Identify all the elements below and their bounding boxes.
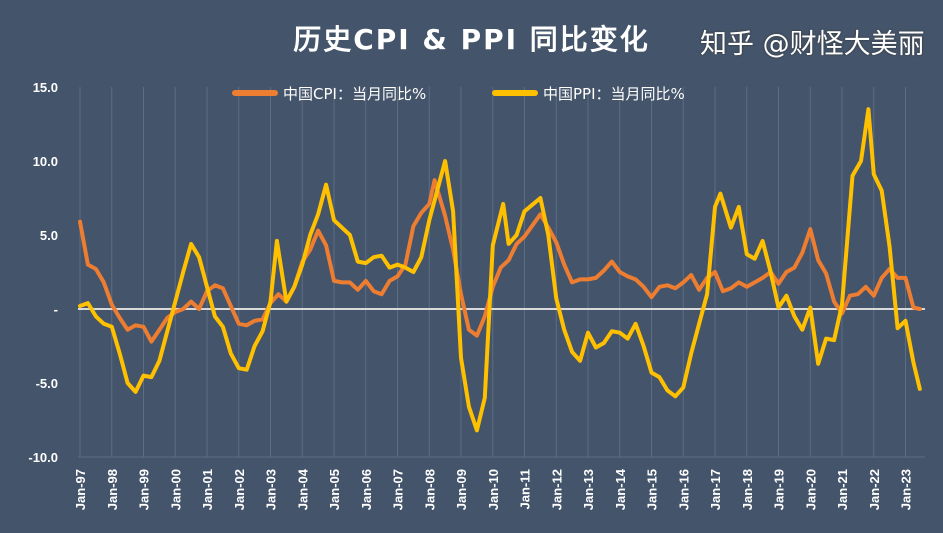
- x-tick-label: Jan-18: [740, 469, 755, 510]
- y-tick-label: -10.0: [28, 450, 58, 465]
- x-tick-label: Jan-14: [613, 468, 628, 510]
- series-line-cpi: [78, 178, 922, 344]
- y-tick-label: 10.0: [33, 154, 58, 169]
- x-tick-label: Jan-10: [486, 469, 501, 510]
- y-tick-label: 5.0: [40, 228, 58, 243]
- y-tick-label: 15.0: [33, 80, 58, 95]
- x-tick-label: Jan-07: [391, 469, 406, 510]
- x-tick-label: Jan-15: [645, 469, 660, 510]
- x-tick-label: Jan-03: [264, 469, 279, 510]
- x-tick-label: Jan-17: [708, 469, 723, 510]
- x-tick-label: Jan-97: [73, 469, 88, 510]
- x-tick-label: Jan-12: [549, 469, 564, 510]
- y-tick-label: -5.0: [36, 376, 58, 391]
- x-tick-label: Jan-98: [105, 469, 120, 510]
- x-tick-label: Jan-02: [232, 469, 247, 510]
- y-tick-label: -: [54, 302, 58, 317]
- watermark: 知乎 @财怪大美丽: [700, 29, 925, 60]
- legend-label: 中国CPI：当月同比%: [283, 85, 426, 103]
- series-line-ppi: [78, 107, 922, 433]
- x-tick-label: Jan-16: [676, 469, 691, 510]
- x-tick-label: Jan-22: [867, 469, 882, 510]
- legend-label: 中国PPI：当月同比%: [543, 85, 685, 103]
- x-tick-label: Jan-00: [168, 469, 183, 510]
- x-tick-label: Jan-19: [772, 469, 787, 510]
- chart-title: 历史CPI & PPI 同比变化: [293, 23, 650, 56]
- x-tick-label: Jan-21: [835, 469, 850, 510]
- x-tick-label: Jan-06: [359, 469, 374, 510]
- x-tick-label: Jan-13: [581, 469, 596, 510]
- x-tick-label: Jan-11: [518, 469, 533, 509]
- x-tick-label: Jan-20: [803, 469, 818, 510]
- x-tick-label: Jan-04: [295, 468, 310, 510]
- x-tick-label: Jan-05: [327, 469, 342, 510]
- x-tick-label: Jan-99: [137, 469, 152, 510]
- x-tick-label: Jan-08: [422, 469, 437, 510]
- x-tick-label: Jan-01: [200, 469, 215, 510]
- x-tick-label: Jan-23: [899, 469, 914, 510]
- x-tick-label: Jan-09: [454, 469, 469, 510]
